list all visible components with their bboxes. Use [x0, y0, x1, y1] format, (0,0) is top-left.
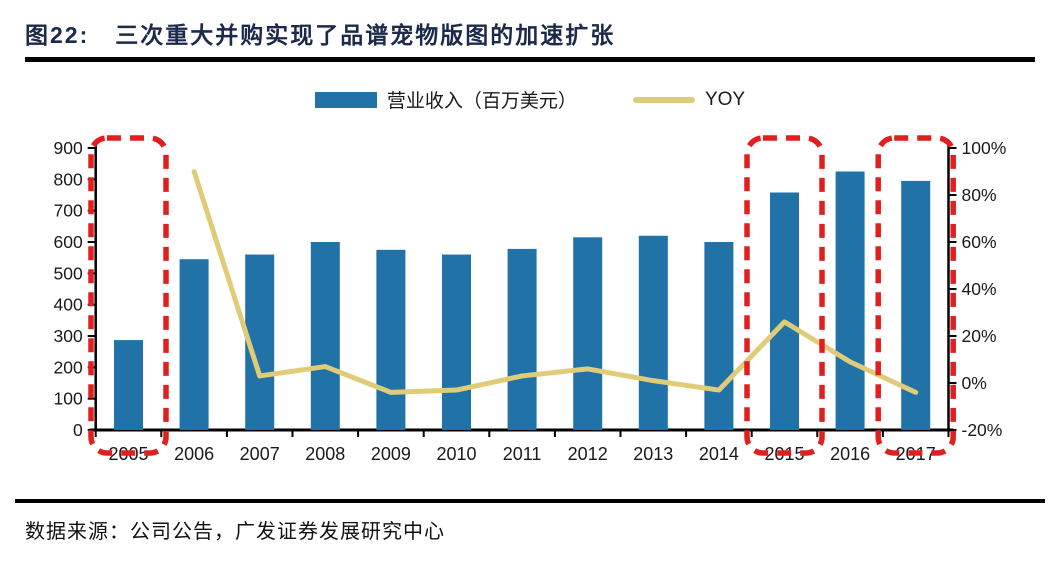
- y-axis-left-tick-label: 100: [53, 389, 82, 409]
- x-axis-label-2012: 2012: [568, 444, 608, 464]
- y-axis-right-tick-label: 100%: [962, 138, 1007, 158]
- y-axis-left-tick-label: 800: [53, 169, 82, 189]
- highlight-box-2015: [744, 135, 825, 456]
- x-axis-label-2010: 2010: [436, 444, 476, 464]
- bar-2013: [638, 235, 668, 430]
- x-axis-label-2016: 2016: [830, 444, 870, 464]
- bar-2015: [770, 192, 799, 430]
- y-axis-left-tick-label: 500: [53, 263, 82, 283]
- x-axis-label-2011: 2011: [503, 444, 542, 464]
- y-axis-right-tick-label: 40%: [962, 279, 997, 299]
- bar-2014: [704, 242, 734, 430]
- legend-item-revenue: 营业收入（百万美元）: [314, 86, 577, 113]
- y-axis-left-tick-label: 0: [73, 420, 83, 440]
- y-axis-left-tick-label: 300: [53, 326, 82, 346]
- y-axis-left-tick-label: 200: [53, 357, 82, 377]
- data-source-note: 数据来源：公司公告，广发证券发展研究中心: [25, 521, 445, 543]
- revenue-bar-swatch: [314, 91, 377, 108]
- y-axis-right-tick-label: 0%: [962, 373, 987, 393]
- chart-legend: 营业收入（百万美元） YOY: [0, 86, 1060, 113]
- chart-area: 0 100 200 300 400 500 600 700 800 900 -20% 0% 20% 40%…: [0, 133, 1060, 489]
- chart-svg: 0 100 200 300 400 500 600 700 800 900 -20% 0% 20% 40%…: [53, 135, 1007, 464]
- bar-2005: [114, 340, 143, 430]
- bar-2016: [835, 171, 865, 430]
- yoy-line: [191, 169, 919, 395]
- bar-2009: [376, 249, 406, 430]
- y-axis-left-tick-label: 700: [53, 201, 82, 221]
- bar-2006: [179, 259, 209, 430]
- x-axis-label-2009: 2009: [371, 444, 411, 464]
- bar-2012: [573, 237, 603, 430]
- y-axis-right-tick-label: -20%: [962, 420, 1003, 440]
- footer-divider: [15, 499, 1045, 503]
- x-axis-label-2007: 2007: [240, 444, 280, 464]
- y-axis-right-tick-label: 60%: [962, 232, 997, 252]
- x-axis-label-2014: 2014: [699, 444, 739, 464]
- highlight-box-2017: [875, 135, 956, 456]
- bar-2010: [442, 254, 471, 430]
- legend-item-yoy: YOY: [632, 88, 746, 111]
- header-divider: [25, 57, 1035, 62]
- y-axis-right-tick-label: 80%: [962, 185, 997, 205]
- highlight-box-2005: [88, 135, 169, 456]
- yoy-legend-label: YOY: [704, 88, 746, 110]
- y-axis-left-tick-label: 900: [53, 138, 82, 158]
- revenue-legend-label: 营业收入（百万美元）: [386, 91, 577, 112]
- y-axis-left-tick-label: 600: [53, 232, 82, 252]
- bar-2008: [310, 242, 340, 430]
- x-axis-label-2006: 2006: [174, 444, 214, 464]
- bar-2011: [507, 248, 537, 430]
- y-axis-left-tick-label: 400: [53, 295, 82, 315]
- y-axis-right-tick-label: 20%: [962, 326, 997, 346]
- figure-title: 三次重大并购实现了品谱宠物版图的加速扩张: [115, 22, 616, 48]
- figure-header: 图22: 三次重大并购实现了品谱宠物版图的加速扩张: [0, 0, 1060, 50]
- x-axis-label-2013: 2013: [633, 444, 673, 464]
- x-axis-label-2008: 2008: [305, 444, 345, 464]
- figure-number-label: 图22:: [25, 22, 90, 48]
- yoy-line-swatch: [632, 96, 695, 103]
